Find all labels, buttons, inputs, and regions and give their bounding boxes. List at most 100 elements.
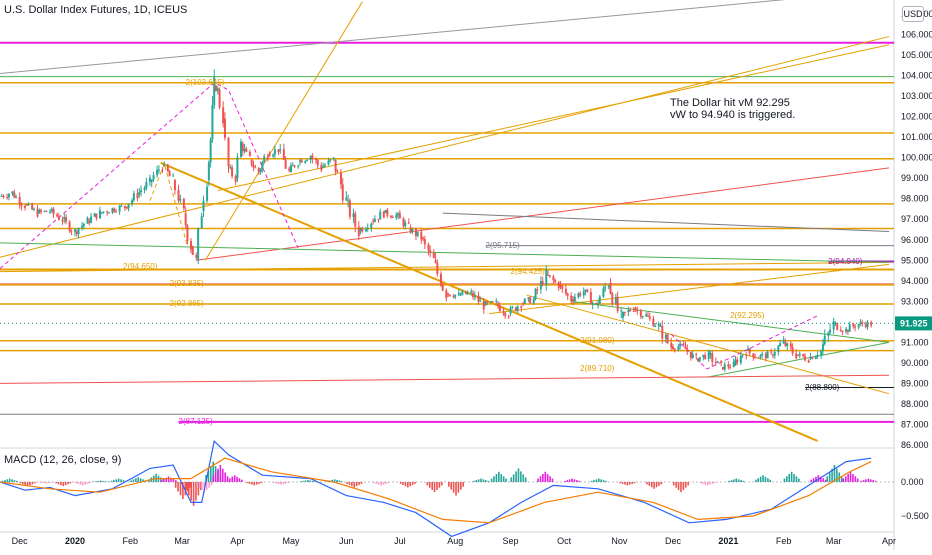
candle-body — [740, 356, 742, 363]
macd-histogram-bar — [67, 482, 69, 484]
candle-body — [617, 297, 619, 311]
trend-line — [707, 342, 889, 377]
candle-body — [263, 156, 265, 162]
x-tick-label: Nov — [611, 536, 628, 546]
macd-y-tick-label: −0.500 — [901, 511, 929, 521]
macd-histogram-bar — [687, 482, 689, 485]
macd-histogram-bar — [765, 477, 767, 482]
price-annotation[interactable]: 2(91.080) — [580, 336, 614, 345]
price-annotation[interactable]: 2(92.295) — [730, 311, 764, 320]
candle-body — [379, 212, 381, 220]
candle-body — [8, 194, 10, 197]
macd-histogram-bar — [755, 480, 757, 482]
candle-body — [795, 354, 797, 359]
candle-body — [752, 353, 754, 357]
candle-body — [727, 364, 729, 367]
candle-body — [208, 162, 210, 180]
macd-histogram-bar — [566, 480, 568, 482]
candle-body — [840, 330, 842, 331]
candle-body — [74, 229, 76, 232]
candle-body — [697, 359, 699, 361]
macd-histogram-bar — [42, 482, 44, 483]
price-annotation[interactable]: 2(87.125) — [179, 417, 213, 426]
macd-histogram-bar — [208, 482, 210, 488]
candle-body — [279, 149, 281, 150]
macd-histogram-bar — [339, 480, 341, 482]
candle-body — [3, 196, 5, 197]
macd-histogram-bar — [175, 482, 177, 488]
price-annotation[interactable]: 2(94.940) — [828, 257, 862, 266]
price-annotation[interactable]: 2(103.645) — [186, 78, 225, 87]
macd-histogram-bar — [458, 482, 460, 493]
candle-body — [510, 308, 512, 314]
trend-line — [196, 168, 889, 260]
candle-body — [292, 165, 294, 166]
price-annotation[interactable]: 2(88.800) — [805, 383, 839, 392]
note-text[interactable]: The Dollar hit vM 92.295 vW to 94.940 is… — [670, 97, 795, 121]
candle-body — [777, 346, 779, 352]
candle-body — [865, 324, 867, 327]
candle-body — [19, 197, 21, 204]
candle-body — [767, 352, 769, 359]
currency-badge[interactable]: USD — [902, 6, 924, 22]
macd-histogram-bar — [852, 474, 854, 482]
price-annotation[interactable]: 2(94.650) — [123, 262, 157, 271]
price-annotation[interactable]: 2(89.710) — [580, 364, 614, 373]
candle-body — [770, 352, 772, 353]
candle-body — [53, 209, 55, 215]
candle-body — [824, 336, 826, 344]
candle-body — [395, 215, 397, 218]
candle-body — [138, 192, 140, 194]
candle-body — [297, 166, 299, 167]
macd-histogram-bar — [549, 476, 551, 482]
macd-histogram-bar — [453, 482, 455, 493]
macd-histogram-bar — [733, 479, 735, 482]
candle-body — [479, 301, 481, 302]
candle-body — [260, 170, 262, 173]
candle-body — [586, 290, 588, 292]
candle-body — [615, 297, 617, 304]
drawing-layer[interactable] — [0, 0, 894, 441]
trend-line — [0, 37, 889, 258]
candle-body — [715, 362, 717, 363]
candle-body — [190, 241, 192, 250]
macd-histogram-bar — [229, 478, 231, 482]
macd-legend[interactable]: MACD (12, 26, close, 9) — [4, 454, 121, 466]
candle-body — [585, 290, 587, 291]
macd-histogram-bar — [118, 479, 120, 482]
macd-histogram-bar — [239, 478, 241, 482]
candle-body — [708, 351, 710, 359]
candle-body — [367, 228, 369, 229]
macd-histogram-bar — [177, 482, 179, 492]
candle-body — [834, 323, 836, 324]
candle-body — [783, 340, 785, 344]
macd-histogram-bar — [685, 482, 687, 488]
candle-body — [336, 171, 338, 172]
candle-body — [636, 310, 638, 311]
macd-histogram-bar — [740, 480, 742, 482]
macd-histogram-bar — [843, 479, 845, 482]
candle-body — [51, 209, 53, 211]
price-annotation[interactable]: 2(92.865) — [170, 299, 204, 308]
macd-histogram-bar — [649, 482, 651, 486]
candle-body — [108, 213, 110, 214]
candle-body — [261, 162, 263, 169]
candle-body — [15, 197, 17, 198]
macd-histogram-bar — [503, 476, 505, 482]
candle-body — [40, 210, 42, 212]
candle-body — [56, 214, 58, 216]
candle-body — [345, 197, 347, 200]
price-annotation[interactable]: 2(94.425) — [511, 267, 545, 276]
y-tick-label: 104.000 — [901, 71, 932, 81]
candle-body — [251, 160, 253, 166]
candle-body — [111, 208, 113, 213]
y-tick-label: 97.000 — [901, 214, 929, 224]
trend-line — [205, 2, 362, 261]
price-annotation[interactable]: 2(93.835) — [170, 279, 204, 288]
macd-histogram-bar — [460, 482, 462, 490]
price-annotation[interactable]: 2(95.715) — [486, 241, 520, 250]
candle-body — [595, 303, 597, 304]
candle-body — [734, 360, 736, 365]
candle-body — [372, 221, 374, 222]
candle-body — [224, 119, 226, 138]
